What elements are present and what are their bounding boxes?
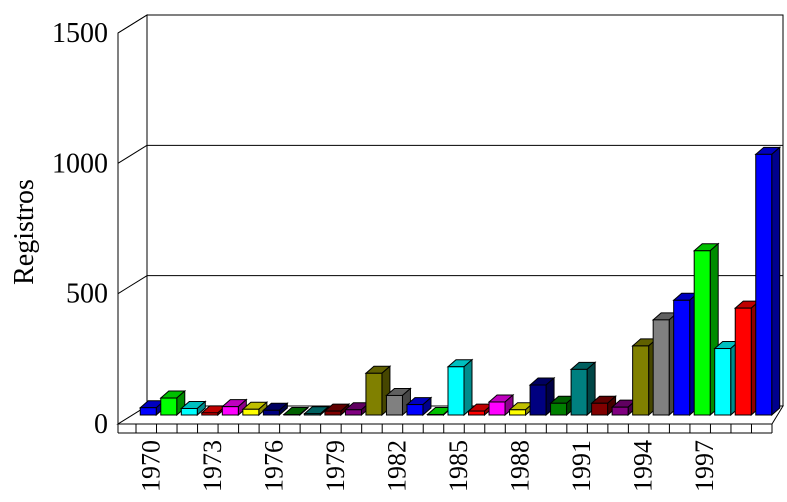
x-tick-label: 1985 xyxy=(444,440,473,492)
bar-front xyxy=(734,307,752,416)
gridline-side xyxy=(117,14,148,34)
bar-front xyxy=(755,153,773,416)
y-tick-label: 500 xyxy=(66,279,108,310)
bar xyxy=(282,406,310,417)
bar-front xyxy=(160,397,178,416)
x-tick-label: 1988 xyxy=(506,440,535,492)
bar-front xyxy=(570,368,588,416)
bars xyxy=(138,146,782,417)
bar-front xyxy=(139,407,157,416)
x-tick-label: 1997 xyxy=(690,440,719,492)
bar-front xyxy=(180,407,198,416)
bar-front xyxy=(509,409,527,416)
bar-front xyxy=(673,299,691,416)
x-tick-label: 1991 xyxy=(567,440,596,492)
bar-front xyxy=(324,410,342,416)
bar-front xyxy=(385,394,403,416)
bar xyxy=(590,395,617,417)
bar-front xyxy=(591,402,609,416)
x-tick-label: 1976 xyxy=(259,440,288,492)
bar xyxy=(179,400,207,417)
gridline-side xyxy=(117,144,148,164)
bar-front xyxy=(693,250,711,416)
bar-front xyxy=(344,409,362,416)
bar-front xyxy=(652,319,670,416)
bar-front xyxy=(447,366,465,416)
bar-front xyxy=(221,406,239,416)
y-tick-label: 0 xyxy=(94,409,108,440)
bar xyxy=(487,393,515,417)
bar-front xyxy=(611,406,629,416)
bar xyxy=(262,402,289,417)
side-wall xyxy=(117,14,148,425)
bar-front xyxy=(426,413,444,416)
bar xyxy=(220,398,248,417)
bar-front xyxy=(242,408,260,416)
bar-front xyxy=(303,413,321,416)
bar-front xyxy=(529,384,547,416)
bar xyxy=(754,146,782,417)
bar-front xyxy=(283,413,301,416)
bar-side xyxy=(771,146,781,417)
bar-front xyxy=(714,348,732,416)
bar xyxy=(405,396,433,417)
y-tick-labels: 0 500 1000 1500 xyxy=(52,18,108,440)
gridlines xyxy=(117,14,783,295)
chart-frame xyxy=(116,14,784,434)
bar xyxy=(446,358,474,417)
bar-front xyxy=(365,372,383,416)
gridline-side xyxy=(117,275,148,295)
y-tick-label: 1500 xyxy=(52,18,108,49)
x-tick-labels: 1970 1973 1976 1979 1982 1985 1988 1991 1994 1997 xyxy=(136,440,719,492)
bar xyxy=(610,399,638,417)
bar-front xyxy=(201,412,219,416)
y-tick-label: 1000 xyxy=(52,148,108,179)
bar-front xyxy=(262,409,280,416)
y-axis-label: Registros xyxy=(9,179,40,285)
bar xyxy=(303,405,330,417)
bar xyxy=(323,402,351,417)
x-tick-label: 1970 xyxy=(136,440,165,492)
x-tick-label: 1994 xyxy=(629,440,658,492)
bar-front xyxy=(632,345,650,416)
x-tick-label: 1979 xyxy=(321,440,350,492)
bar-front xyxy=(550,402,568,416)
x-tick-label: 1973 xyxy=(198,440,227,492)
bar-front xyxy=(488,401,506,416)
bar-side xyxy=(463,358,473,417)
x-tick-label: 1982 xyxy=(382,440,411,492)
bar-front xyxy=(468,410,486,416)
bar-front xyxy=(406,404,424,416)
